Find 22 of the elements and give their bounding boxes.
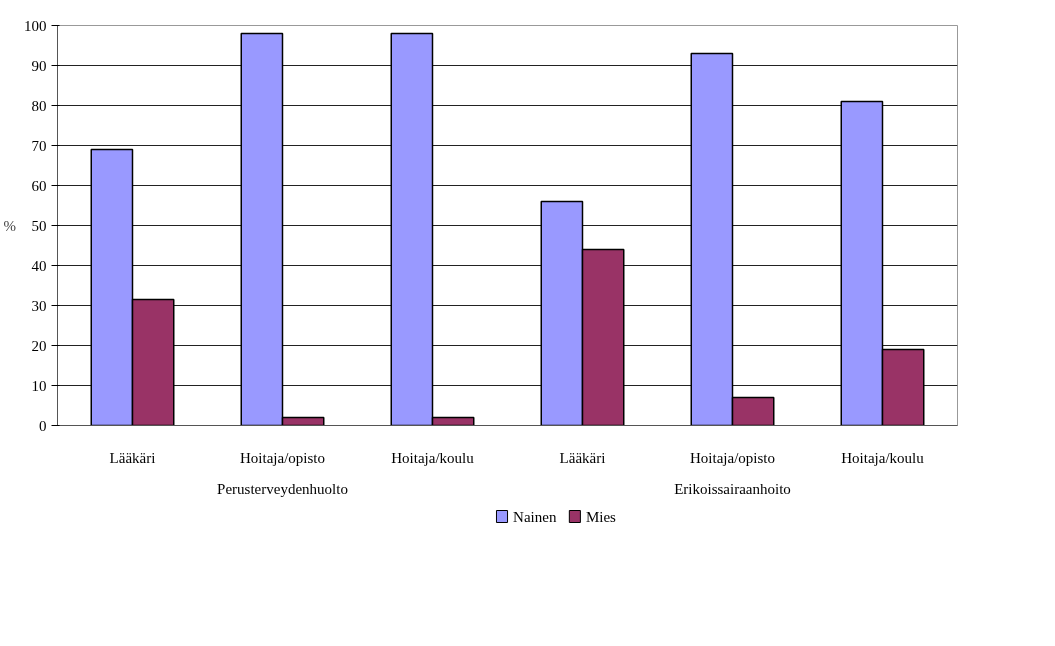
x-tick-label: Hoitaja/koulu [841,449,925,466]
x-tick-label: Hoitaja/koulu [391,449,475,466]
text: Erikoissairaanhoito [674,480,791,497]
y-tick-label: 50 [31,217,47,234]
y-tick-label: 30 [31,297,47,314]
x-tick-label: Lääkäri [559,449,606,466]
legend-label: Nainen [513,508,557,525]
x-tick-label: Hoitaja/opisto [690,449,775,466]
y-tick-label: 60 [31,177,47,194]
y-tick-label: 70 [31,137,47,154]
text: Perusterveydenhuolto [217,480,348,497]
y-tick-label: 0 [39,417,47,434]
y-tick-label: 90 [31,57,47,74]
y-tick-label: 80 [31,97,47,114]
x-tick-label: Lääkäri [109,449,156,466]
y-tick-label: 40 [31,257,47,274]
y-tick-label: 100 [24,17,47,34]
y-axis-title: % [3,217,16,234]
x-tick-label: Hoitaja/opisto [240,449,325,466]
legend-label: Mies [585,508,617,525]
y-tick-label: 10 [31,377,47,394]
y-tick-label: 20 [31,337,47,354]
